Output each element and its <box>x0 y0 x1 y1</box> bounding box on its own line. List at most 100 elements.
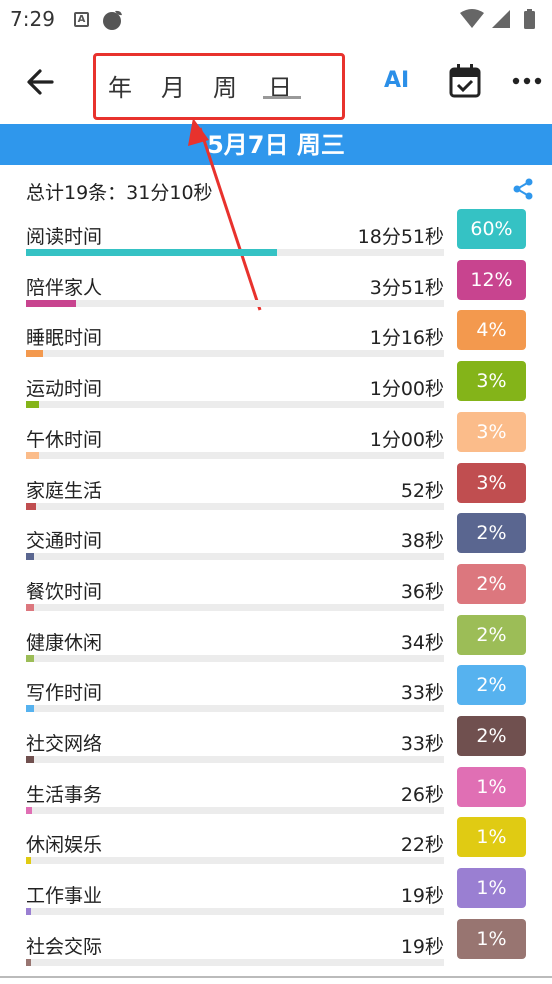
notification-a-icon: A <box>74 12 89 27</box>
progress-track <box>26 401 444 409</box>
category-name: 生活事务 <box>26 783 103 806</box>
category-row[interactable]: 餐饮时间 36秒 2% <box>0 563 552 627</box>
top-app-bar: 年 月 周 日 AI <box>0 40 552 124</box>
progress-track <box>26 299 444 307</box>
percent-badge: 3% <box>457 411 526 452</box>
status-time: 7:29 <box>10 7 55 31</box>
category-duration: 33秒 <box>400 733 444 755</box>
nav-divider <box>0 976 552 978</box>
progress-fill <box>26 249 277 256</box>
category-name: 阅读时间 <box>26 226 103 248</box>
category-duration: 1分00秒 <box>369 378 444 401</box>
category-name: 睡眠时间 <box>26 327 103 350</box>
progress-fill <box>26 806 32 814</box>
battery-icon <box>524 9 535 29</box>
progress-track <box>26 857 444 865</box>
category-row[interactable]: 午休时间 1分00秒 3% <box>0 411 552 475</box>
category-duration: 18分51秒 <box>357 226 444 248</box>
progress-track <box>26 958 444 966</box>
date-label: 5月7日 周三 <box>207 131 345 159</box>
share-icon[interactable] <box>512 178 534 200</box>
percent-badge: 1% <box>457 766 526 807</box>
percent-badge: 1% <box>457 868 526 909</box>
period-selector: 年 月 周 日 <box>93 53 345 120</box>
category-duration: 26秒 <box>400 783 444 806</box>
summary-total: 总计19条：31分10秒 <box>26 182 213 204</box>
selected-tab-indicator <box>263 96 301 99</box>
wifi-icon <box>460 9 484 28</box>
category-name: 餐饮时间 <box>26 580 103 603</box>
category-row[interactable]: 交通时间 38秒 2% <box>0 513 552 576</box>
category-duration: 33秒 <box>400 682 444 705</box>
progress-fill <box>26 756 34 763</box>
category-duration: 34秒 <box>400 631 444 654</box>
percent-badge: 2% <box>457 513 526 554</box>
progress-track <box>26 908 444 916</box>
tab-week[interactable]: 周 <box>213 74 237 102</box>
progress-fill <box>26 705 34 713</box>
category-row[interactable]: 运动时间 1分00秒 3% <box>0 361 552 424</box>
category-row[interactable]: 休闲娱乐 22秒 1% <box>0 817 552 880</box>
category-duration: 1分16秒 <box>369 327 444 350</box>
percent-badge: 1% <box>457 918 526 959</box>
category-name: 交通时间 <box>26 530 103 553</box>
category-name: 工作事业 <box>26 885 103 908</box>
category-duration: 19秒 <box>400 885 444 908</box>
progress-track <box>26 603 444 611</box>
category-row[interactable]: 生活事务 26秒 1% <box>0 766 552 830</box>
category-row[interactable]: 工作事业 19秒 1% <box>0 868 552 931</box>
progress-track <box>26 553 444 561</box>
progress-track <box>26 756 444 763</box>
category-name: 健康休闲 <box>26 631 103 654</box>
progress-fill <box>26 451 39 459</box>
category-row[interactable]: 写作时间 33秒 2% <box>0 665 552 728</box>
category-name: 社交网络 <box>26 733 103 755</box>
category-row[interactable]: 家庭生活 52秒 3% <box>0 462 552 526</box>
category-row[interactable]: 社会交际 19秒 1% <box>0 918 552 982</box>
calendar-check-icon[interactable] <box>449 64 481 98</box>
progress-fill <box>26 299 76 307</box>
progress-fill <box>26 958 31 966</box>
category-row[interactable]: 社交网络 33秒 2% <box>0 716 552 779</box>
category-duration: 52秒 <box>400 479 444 502</box>
category-row[interactable]: 健康休闲 34秒 2% <box>0 614 552 678</box>
percent-badge: 1% <box>457 817 526 858</box>
progress-track <box>26 806 444 814</box>
progress-fill <box>26 908 31 916</box>
more-dots-icon[interactable] <box>512 76 542 86</box>
progress-fill <box>26 654 34 662</box>
tab-year[interactable]: 年 <box>108 74 132 102</box>
category-duration: 22秒 <box>400 834 444 857</box>
progress-fill <box>26 603 34 611</box>
category-row[interactable]: 睡眠时间 1分16秒 4% <box>0 310 552 373</box>
progress-track <box>26 654 444 662</box>
progress-track <box>26 502 444 510</box>
percent-badge: 3% <box>457 462 526 503</box>
progress-track <box>26 350 444 358</box>
category-name: 陪伴家人 <box>26 276 103 299</box>
category-name: 社会交际 <box>26 935 103 958</box>
progress-track <box>26 451 444 459</box>
percent-badge: 2% <box>457 614 526 655</box>
category-name: 运动时间 <box>26 378 103 401</box>
back-arrow-icon[interactable] <box>22 62 62 102</box>
signal-icon <box>492 10 510 28</box>
percent-badge: 2% <box>457 716 526 756</box>
ai-button[interactable]: AI <box>384 68 410 93</box>
progress-fill <box>26 502 36 510</box>
category-name: 午休时间 <box>26 428 103 451</box>
percent-badge: 12% <box>457 259 526 300</box>
category-duration: 36秒 <box>400 580 444 603</box>
tab-month[interactable]: 月 <box>161 74 185 102</box>
progress-fill <box>26 350 43 358</box>
category-row[interactable]: 阅读时间 18分51秒 60% <box>0 209 552 272</box>
date-header: 5月7日 周三 <box>0 124 552 165</box>
progress-track <box>26 705 444 713</box>
status-icons <box>460 9 535 29</box>
category-row[interactable]: 陪伴家人 3分51秒 12% <box>0 259 552 323</box>
category-duration: 19秒 <box>400 935 444 958</box>
category-name: 写作时间 <box>26 682 103 705</box>
percent-badge: 2% <box>457 665 526 706</box>
category-name: 家庭生活 <box>26 479 103 502</box>
progress-track <box>26 249 444 256</box>
